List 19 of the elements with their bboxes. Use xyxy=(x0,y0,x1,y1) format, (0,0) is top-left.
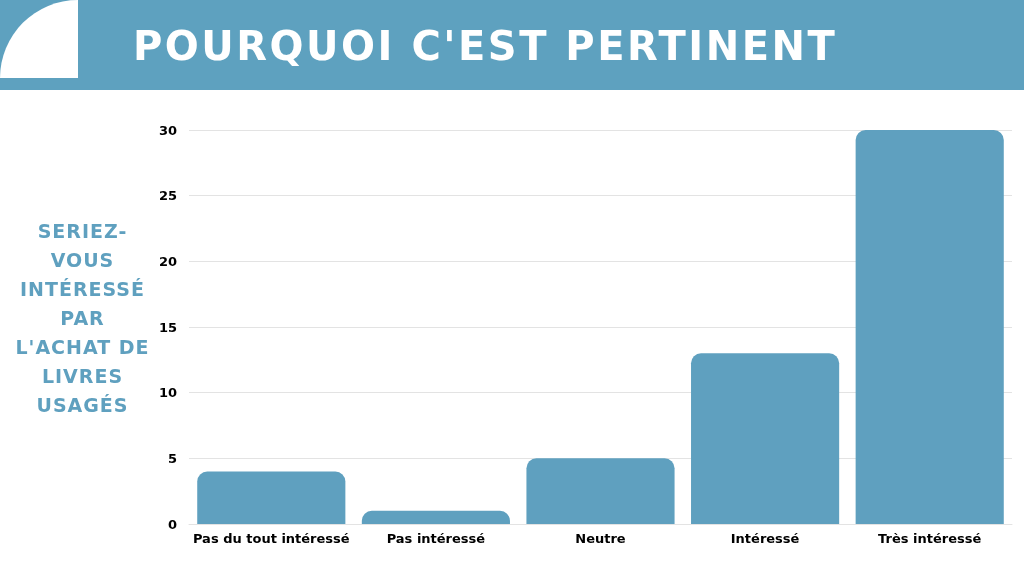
y-tick-label: 25 xyxy=(158,188,177,204)
y-tick-label: 15 xyxy=(158,319,177,335)
x-tick-label: Pas du tout intéressé xyxy=(192,531,350,546)
y-tick-label: 10 xyxy=(158,385,177,401)
y-tick-label: 30 xyxy=(158,122,177,138)
bar xyxy=(197,471,346,524)
y-tick-label: 20 xyxy=(158,253,177,269)
x-tick-label: Neutre xyxy=(575,531,626,546)
x-tick-label: Pas intéressé xyxy=(386,531,486,546)
bar xyxy=(526,458,675,524)
x-tick-label: Très intéressé xyxy=(878,531,982,546)
chart-title: POURQUOI C'EST PERTINENT xyxy=(133,22,838,71)
bar xyxy=(361,510,510,524)
bar xyxy=(691,353,840,524)
y-tick-label: 0 xyxy=(167,516,177,532)
y-tick-label: 5 xyxy=(167,450,177,466)
bar xyxy=(855,130,1004,524)
x-tick-label: Intéressé xyxy=(730,531,800,546)
y-axis-title: SERIEZ-VOUS INTÉRESSÉ PAR L'ACHAT DE LIVRES USAGÉS xyxy=(14,218,151,418)
